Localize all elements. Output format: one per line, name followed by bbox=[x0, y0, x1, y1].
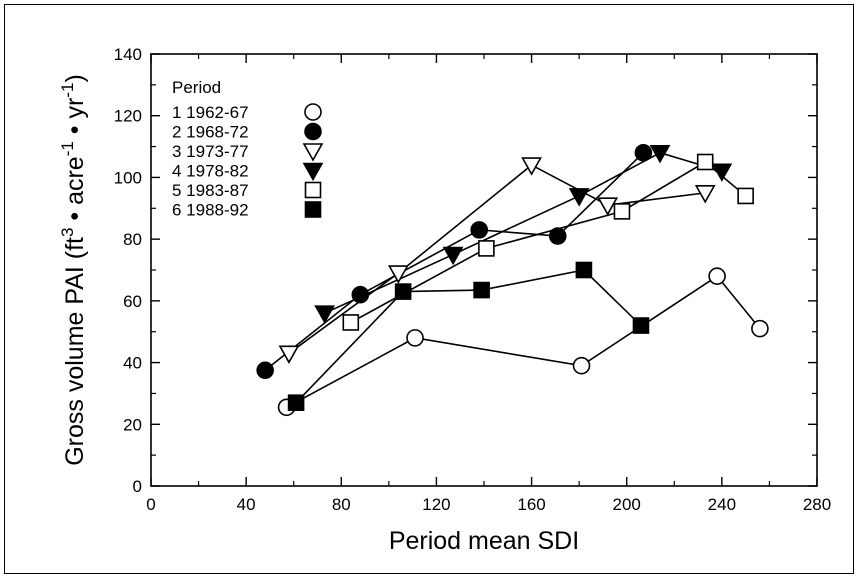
legend: Period 1 1962-672 1968-723 1973-774 1978… bbox=[172, 78, 324, 220]
series-5-point bbox=[342, 314, 360, 331]
x-tick-label: 40 bbox=[237, 495, 256, 514]
series-2-point bbox=[470, 221, 489, 239]
series-3-point bbox=[597, 197, 619, 216]
series-3-point bbox=[388, 265, 409, 284]
series-6-line bbox=[295, 269, 642, 404]
legend-label-2: 2 1968-72 bbox=[172, 123, 249, 142]
x-tick-label: 120 bbox=[422, 495, 450, 514]
series-2-point bbox=[634, 143, 653, 162]
series-3-point bbox=[278, 345, 300, 364]
x-tick-label: 200 bbox=[613, 495, 641, 514]
series-1-point bbox=[751, 319, 769, 338]
legend-marker-1 bbox=[304, 103, 322, 121]
x-tick-label: 280 bbox=[803, 495, 831, 514]
series-1-point bbox=[708, 267, 726, 285]
series-5-point bbox=[613, 203, 631, 220]
y-tick-label: 40 bbox=[123, 354, 142, 373]
legend-marker-5 bbox=[304, 181, 322, 199]
series-2-point bbox=[548, 227, 567, 245]
series-1-point bbox=[572, 356, 591, 375]
y-tick-label: 60 bbox=[123, 292, 142, 311]
y-tick-label: 0 bbox=[133, 477, 142, 496]
y-tick-label: 120 bbox=[114, 107, 142, 126]
series-5-point bbox=[478, 240, 495, 257]
axis-tick-labels: 0 40 80 120 160 200 240 280 0 20 40 60 80 100 120 140 bbox=[114, 45, 832, 514]
series-2-point bbox=[351, 285, 370, 304]
series-4-point bbox=[314, 305, 336, 324]
x-tick-label: 240 bbox=[708, 495, 736, 514]
figure-frame bbox=[4, 4, 854, 574]
y-tick-label: 80 bbox=[123, 230, 142, 249]
y-tick-label: 140 bbox=[114, 45, 142, 64]
series-4-point bbox=[568, 188, 590, 207]
legend-marker-2 bbox=[304, 122, 322, 141]
series-6-point bbox=[394, 283, 412, 300]
x-tick-label: 0 bbox=[146, 495, 155, 514]
legend-label-4: 4 1978-82 bbox=[172, 162, 249, 181]
y-tick-label: 20 bbox=[123, 415, 142, 434]
series-4-point bbox=[442, 246, 464, 266]
legend-label-6: 6 1988-92 bbox=[172, 201, 249, 220]
series-2-point bbox=[256, 361, 274, 380]
legend-label-3: 3 1973-77 bbox=[172, 142, 249, 161]
legend-title: Period bbox=[172, 78, 221, 97]
series-6-point bbox=[287, 394, 305, 411]
legend-marker-4 bbox=[302, 162, 324, 182]
axis-ticks bbox=[150, 53, 818, 487]
series-3-point bbox=[521, 157, 542, 176]
series-lines bbox=[264, 151, 761, 409]
legend-label-5: 5 1983-87 bbox=[172, 181, 249, 200]
series-6-point bbox=[473, 281, 490, 299]
x-tick-label: 80 bbox=[332, 495, 351, 514]
series-4-point bbox=[711, 163, 733, 182]
x-axis-title: Period mean SDI bbox=[389, 527, 579, 555]
series-3-point bbox=[694, 185, 716, 204]
legend-marker-6 bbox=[304, 201, 322, 218]
series-4-point bbox=[649, 144, 671, 164]
series-5-point bbox=[696, 153, 714, 171]
series-5-point bbox=[737, 187, 754, 205]
series-markers bbox=[256, 143, 769, 417]
series-1-point bbox=[406, 329, 424, 347]
y-axis-title: Gross volume PAI (ft3 • acre-1 • yr-1) bbox=[58, 74, 89, 466]
legend-marker-3 bbox=[302, 143, 324, 162]
x-tick-label: 160 bbox=[517, 495, 545, 514]
series-6-point bbox=[575, 261, 593, 279]
legend-label-1: 1 1962-67 bbox=[172, 103, 249, 122]
y-tick-label: 100 bbox=[114, 168, 142, 187]
series-6-point bbox=[632, 317, 650, 334]
